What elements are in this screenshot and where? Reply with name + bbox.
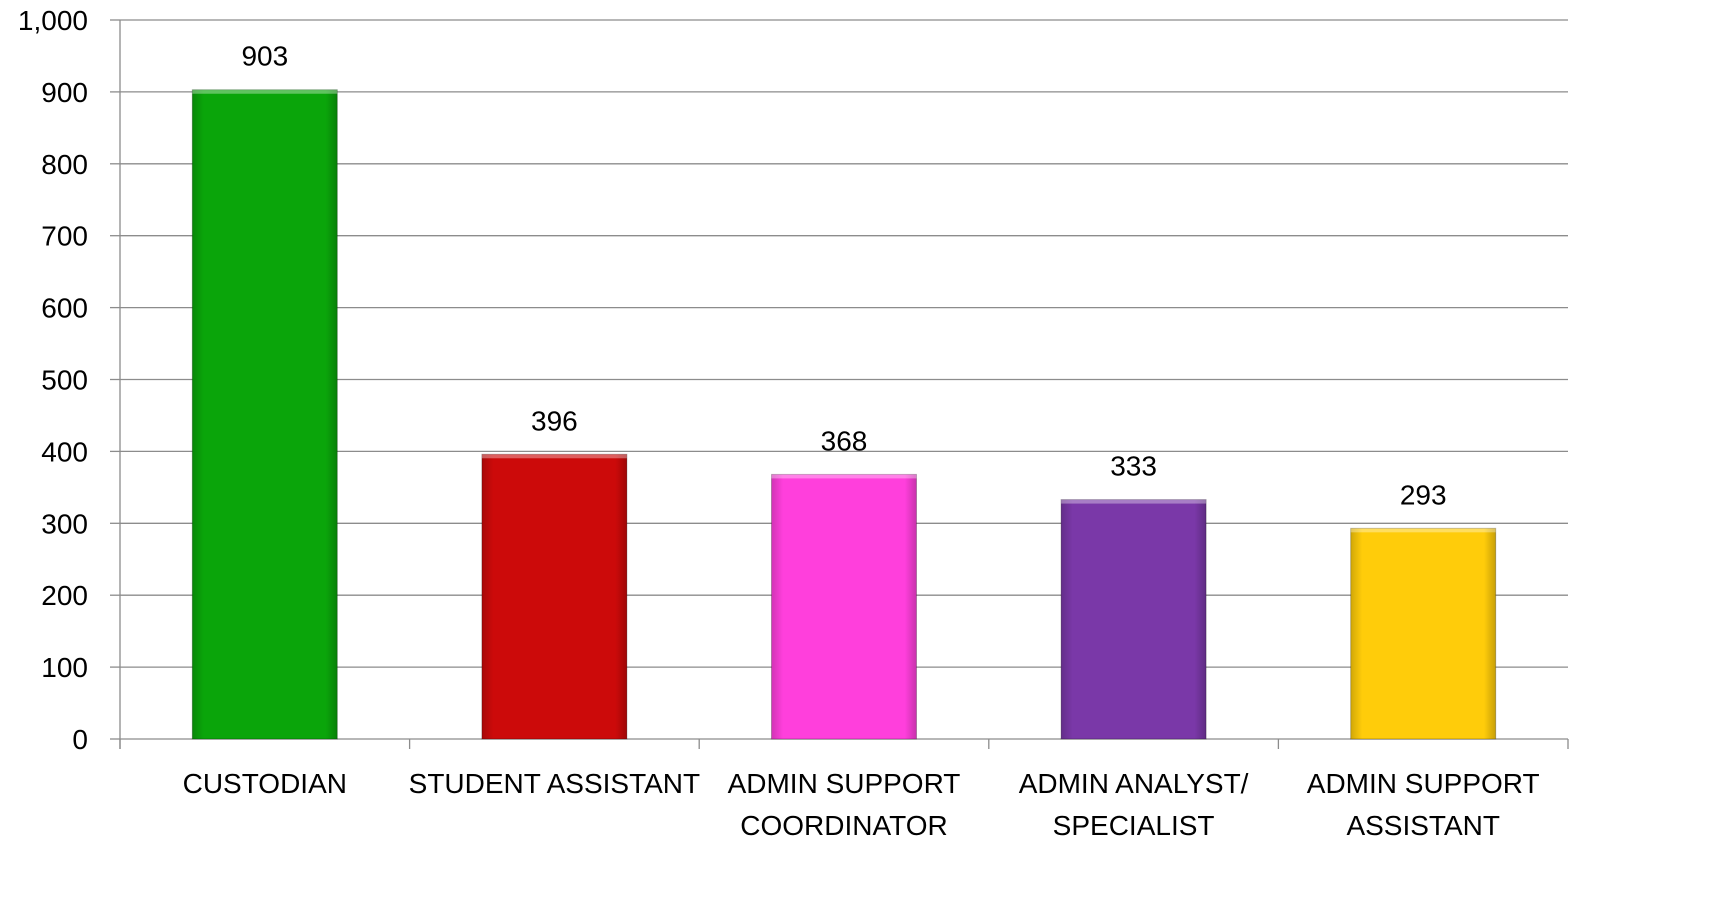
- bar-highlight: [192, 89, 338, 94]
- y-tick-label: 500: [41, 365, 88, 396]
- x-category-label: STUDENT ASSISTANT: [409, 768, 700, 799]
- data-label: 903: [241, 41, 288, 72]
- bar-shading: [771, 474, 917, 739]
- bar-highlight: [1350, 528, 1496, 533]
- y-tick-label: 900: [41, 77, 88, 108]
- bar-highlight: [1061, 499, 1207, 504]
- y-tick-label: 600: [41, 293, 88, 324]
- y-tick-label: 300: [41, 508, 88, 539]
- x-category-label: ASSISTANT: [1346, 810, 1500, 841]
- data-label: 396: [531, 405, 578, 436]
- x-category-label: COORDINATOR: [740, 810, 947, 841]
- y-tick-label: 700: [41, 221, 88, 252]
- data-label: 293: [1400, 479, 1447, 510]
- x-category-label: ADMIN SUPPORT: [1307, 768, 1540, 799]
- data-label: 333: [1110, 451, 1157, 482]
- x-category-label: ADMIN ANALYST/: [1019, 768, 1249, 799]
- y-tick-label: 400: [41, 436, 88, 467]
- bar-shading: [481, 454, 627, 739]
- y-tick-label: 0: [72, 724, 88, 755]
- labels: 0 100 200 300 400 500 600 700 800 900 1,000 903 CUST…: [18, 5, 1540, 841]
- bar-highlight: [771, 474, 917, 479]
- y-tick-label: 800: [41, 149, 88, 180]
- x-category-label: CUSTODIAN: [183, 768, 347, 799]
- bar-shading: [1061, 499, 1207, 739]
- x-category-label: ADMIN SUPPORT: [728, 768, 961, 799]
- x-category-label: SPECIALIST: [1053, 810, 1215, 841]
- y-tick-label: 100: [41, 652, 88, 683]
- bar-shading: [1350, 528, 1496, 739]
- y-tick-label: 200: [41, 580, 88, 611]
- data-label: 368: [821, 425, 868, 456]
- gridlines: [120, 19, 1568, 668]
- bar-highlight: [481, 454, 627, 459]
- bars: [191, 89, 1497, 740]
- y-tick-label: 1,000: [18, 5, 88, 36]
- bar-shading: [192, 89, 338, 740]
